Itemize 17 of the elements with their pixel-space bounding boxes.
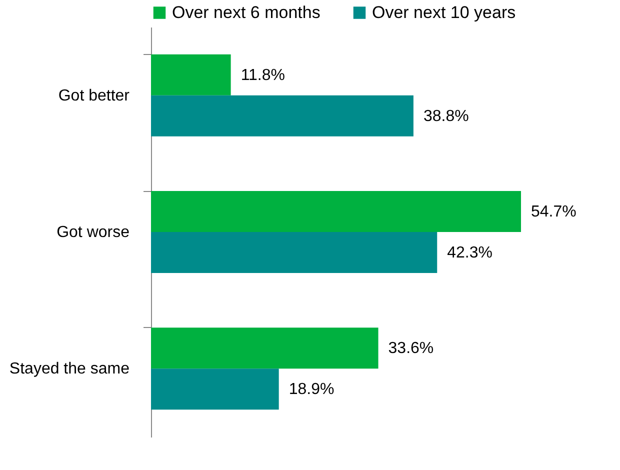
data-label: 33.6% xyxy=(388,340,434,358)
bar xyxy=(151,54,231,96)
y-tick-label: Got worse xyxy=(56,224,130,241)
y-tick-label: Stayed the same xyxy=(9,360,130,378)
bar xyxy=(151,368,279,410)
legend-label: Over next 10 years xyxy=(372,2,516,22)
bar xyxy=(151,95,414,136)
data-label: 42.3% xyxy=(447,244,492,262)
data-label: 18.9% xyxy=(288,381,334,398)
data-label: 11.8% xyxy=(240,66,286,84)
bar xyxy=(151,191,521,232)
y-tick-label: Got better xyxy=(58,87,130,104)
legend-label: Over next 6 months xyxy=(172,2,320,22)
data-label: 54.7% xyxy=(531,204,576,220)
data-label: 38.8% xyxy=(423,108,469,125)
bar xyxy=(151,232,438,273)
bar xyxy=(151,328,378,369)
